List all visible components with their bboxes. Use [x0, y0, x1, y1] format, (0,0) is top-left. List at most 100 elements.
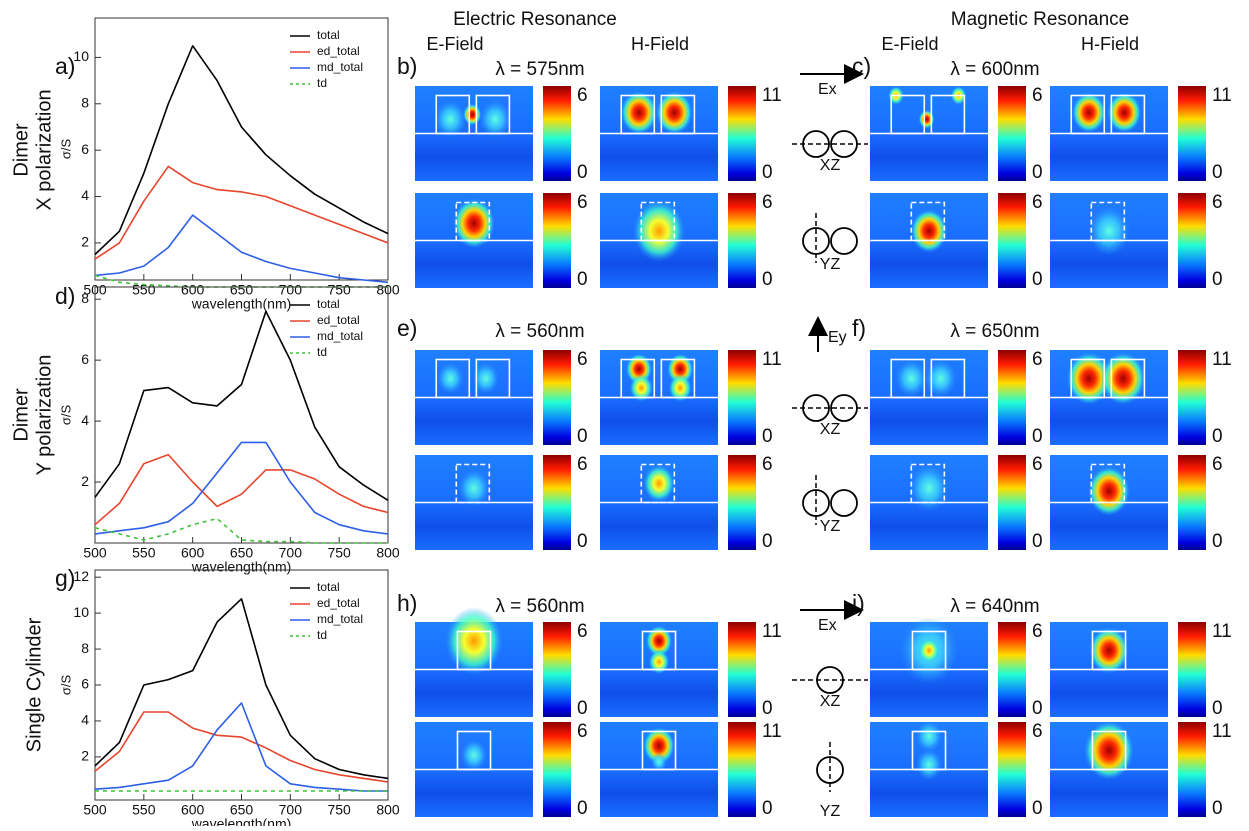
field-hotspot: [896, 360, 927, 397]
wavelength-label: λ = 560nm: [495, 321, 584, 342]
wavelength-label: λ = 600nm: [950, 59, 1039, 80]
field-hotspot: [1072, 93, 1106, 133]
colorbar-min: 0: [577, 798, 588, 819]
legend-label: td: [317, 76, 327, 90]
colorbar-min: 0: [1212, 698, 1223, 719]
colorbar-max: 6: [1032, 192, 1043, 213]
row-label: Single Cylinder: [23, 617, 45, 752]
colorbar: [728, 350, 756, 445]
colorbar: [998, 86, 1026, 181]
field-map: [600, 455, 718, 550]
field-map: [870, 193, 988, 288]
colorbar-max: 6: [762, 454, 773, 475]
legend-label: ed_total: [317, 44, 360, 58]
view-label: YZ: [820, 518, 841, 535]
panel-label: i): [852, 590, 865, 616]
field-map: [415, 455, 533, 550]
field-hotspot: [910, 465, 949, 511]
view-label: YZ: [820, 256, 841, 273]
wavelength-label: λ = 575nm: [495, 59, 584, 80]
colorbar: [543, 193, 571, 288]
colorbar-min: 0: [1212, 162, 1223, 183]
colorbar-max: 6: [577, 621, 588, 642]
colorbar-max: 11: [1212, 85, 1232, 106]
field-hotspot: [651, 753, 667, 771]
legend-label: total: [317, 580, 340, 594]
colorbar-max: 6: [1212, 192, 1223, 213]
polarization-label: Ey: [828, 329, 847, 346]
colorbar: [998, 350, 1026, 445]
colorbar-max: 6: [1212, 454, 1223, 475]
view-label: XZ: [820, 693, 841, 710]
field-hotspot: [643, 465, 674, 502]
view-label: XZ: [820, 421, 841, 438]
field-hotspot: [1088, 467, 1130, 516]
colorbar-min: 0: [762, 162, 773, 183]
colorbar: [1178, 350, 1206, 445]
colorbar-max: 6: [1032, 721, 1043, 742]
x-axis-title: wavelength(nm): [191, 816, 292, 826]
series-line: [95, 712, 388, 782]
field-header: E-Field: [426, 34, 483, 54]
y-tick-label: 6: [81, 351, 89, 367]
x-tick-label: 750: [327, 802, 351, 818]
field-hotspot: [445, 607, 502, 674]
field-map: [600, 722, 718, 817]
cylinder-icon: [831, 228, 857, 254]
field-map: [600, 350, 718, 445]
field-map: [870, 455, 988, 550]
colorbar-max: 6: [1032, 621, 1043, 642]
colorbar: [998, 193, 1026, 288]
field-hotspot: [916, 749, 942, 780]
legend-label: total: [317, 297, 340, 311]
field-hotspot: [916, 721, 942, 752]
colorbar-min: 0: [1212, 798, 1223, 819]
field-map: [1050, 193, 1168, 288]
x-tick-label: 550: [132, 802, 156, 818]
colorbar-max: 11: [762, 349, 782, 370]
panel-label: e): [397, 315, 417, 341]
colorbar: [1178, 86, 1206, 181]
colorbar-max: 6: [577, 85, 588, 106]
x-tick-label: 550: [132, 545, 156, 561]
colorbar-min: 0: [1032, 798, 1043, 819]
wavelength-label: λ = 650nm: [950, 321, 1039, 342]
x-axis-title: wavelength(nm): [191, 296, 292, 312]
colorbar-min: 0: [1212, 531, 1223, 552]
y-axis-title: σ/S: [58, 405, 73, 426]
field-hotspot: [463, 104, 481, 125]
field-map: [600, 193, 718, 288]
polarization-label: Ex: [818, 81, 837, 98]
colorbar: [728, 86, 756, 181]
field-map: [415, 607, 533, 717]
field-map: [600, 86, 718, 181]
x-axis-title: wavelength(nm): [191, 559, 292, 575]
field-hotspot: [925, 360, 956, 397]
colorbar-max: 6: [577, 721, 588, 742]
colorbar-min: 0: [762, 798, 773, 819]
colorbar: [728, 722, 756, 817]
field-hotspot: [461, 740, 487, 771]
colorbar: [998, 455, 1026, 550]
colorbar: [728, 193, 756, 288]
colorbar-max: 6: [762, 192, 773, 213]
field-map: [415, 193, 533, 288]
field-map: [415, 86, 533, 181]
legend-label: md_total: [317, 612, 363, 626]
legend-label: td: [317, 345, 327, 359]
colorbar-min: 0: [762, 269, 773, 290]
field-hotspot: [1090, 627, 1129, 673]
x-tick-label: 500: [83, 545, 107, 561]
colorbar: [1178, 622, 1206, 717]
colorbar-min: 0: [762, 426, 773, 447]
colorbar: [998, 722, 1026, 817]
polarization-label: Ex: [818, 617, 837, 634]
x-tick-label: 500: [83, 802, 107, 818]
y-tick-label: 2: [81, 473, 89, 489]
panel-label: c): [852, 53, 871, 79]
series-line: [95, 703, 388, 791]
colorbar-min: 0: [577, 162, 588, 183]
field-map: [1050, 721, 1168, 817]
colorbar-max: 11: [762, 85, 782, 106]
y-tick-label: 10: [73, 48, 89, 64]
